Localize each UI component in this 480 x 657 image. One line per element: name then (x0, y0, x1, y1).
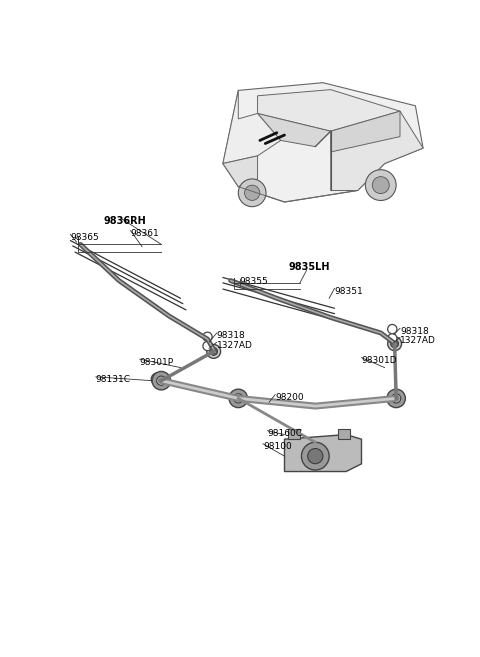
Text: 98301P: 98301P (140, 357, 174, 367)
Circle shape (388, 334, 397, 343)
Polygon shape (331, 111, 400, 152)
Polygon shape (223, 91, 281, 164)
Text: 9836RH: 9836RH (104, 216, 146, 226)
Circle shape (388, 325, 397, 334)
Text: 1327AD: 1327AD (217, 340, 252, 350)
Circle shape (203, 332, 212, 342)
Polygon shape (288, 429, 300, 439)
Text: 98301D: 98301D (361, 356, 397, 365)
Circle shape (238, 179, 266, 207)
Text: 98351: 98351 (335, 286, 363, 296)
Text: 98365: 98365 (71, 233, 99, 242)
Circle shape (156, 376, 166, 385)
Polygon shape (223, 83, 423, 202)
Text: 9835LH: 9835LH (288, 262, 330, 272)
Polygon shape (258, 89, 400, 137)
Circle shape (151, 373, 164, 385)
Text: 98200: 98200 (275, 393, 304, 402)
Circle shape (391, 340, 398, 348)
Polygon shape (338, 429, 350, 439)
Polygon shape (331, 111, 423, 191)
Circle shape (152, 371, 170, 390)
Circle shape (392, 394, 401, 403)
Circle shape (207, 344, 221, 358)
Circle shape (234, 394, 243, 403)
Text: 98100: 98100 (263, 442, 292, 451)
Polygon shape (285, 434, 361, 472)
Circle shape (365, 170, 396, 200)
Circle shape (244, 185, 260, 200)
Circle shape (387, 389, 406, 407)
Polygon shape (258, 114, 331, 147)
Circle shape (155, 376, 160, 382)
Circle shape (210, 348, 217, 355)
Text: 98318: 98318 (217, 331, 245, 340)
Text: 98318: 98318 (400, 327, 429, 336)
Circle shape (203, 342, 212, 351)
Circle shape (229, 389, 248, 407)
Circle shape (372, 177, 389, 194)
Text: 1327AD: 1327AD (400, 336, 436, 345)
Circle shape (388, 337, 402, 351)
Circle shape (308, 449, 323, 464)
Text: 98131C: 98131C (96, 375, 131, 384)
Polygon shape (223, 156, 258, 187)
Text: 98361: 98361 (131, 229, 159, 238)
Text: 98160C: 98160C (267, 429, 302, 438)
Text: 98355: 98355 (240, 277, 269, 286)
Circle shape (301, 442, 329, 470)
